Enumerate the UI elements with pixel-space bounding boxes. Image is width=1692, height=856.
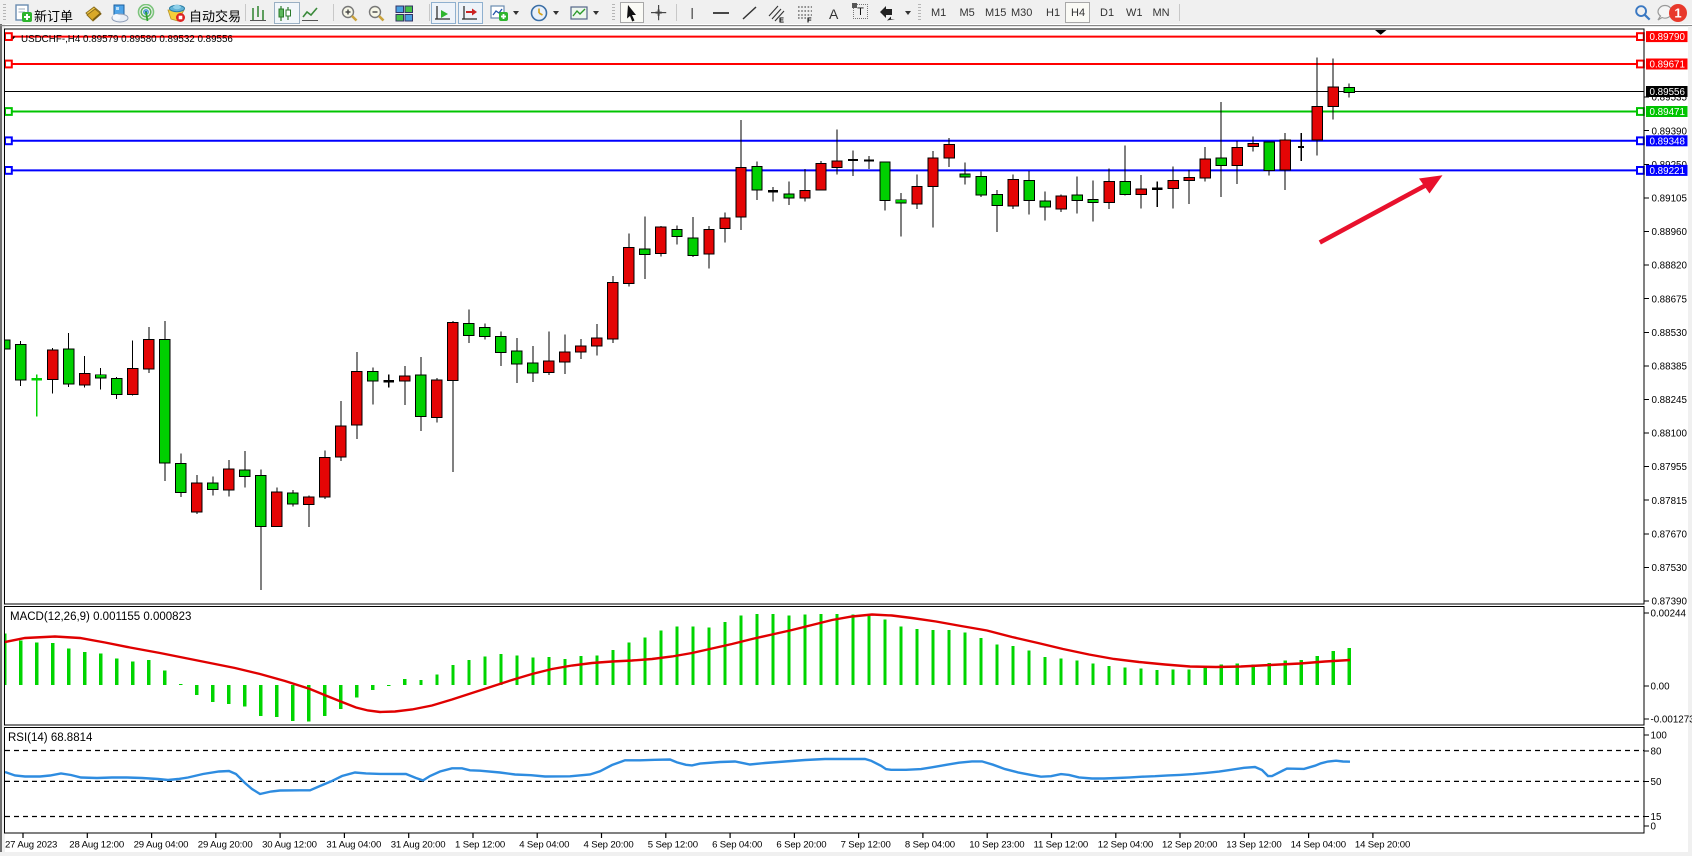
svg-text:80: 80 [1651,747,1662,758]
svg-text:0.87390: 0.87390 [1652,597,1688,608]
svg-text:4 Sep 20:00: 4 Sep 20:00 [584,840,634,851]
svg-text:31 Aug 20:00: 31 Aug 20:00 [391,840,446,851]
svg-text:0.89221: 0.89221 [1650,166,1685,177]
svg-text:29 Aug 04:00: 29 Aug 04:00 [134,840,189,851]
svg-text:0.00: 0.00 [1651,682,1671,693]
svg-text:14 Sep 20:00: 14 Sep 20:00 [1355,840,1410,851]
svg-text:0.89471: 0.89471 [1650,107,1685,118]
svg-text:0.88530: 0.88530 [1652,328,1688,339]
svg-text:MACD(12,26,9) 0.001155 0.00082: MACD(12,26,9) 0.001155 0.000823 [10,611,191,623]
svg-text:0.87955: 0.87955 [1652,462,1688,473]
svg-text:USDCHF-,H4 0.89579 0.89580 0.: USDCHF-,H4 0.89579 0.89580 0.89532 0.895… [21,34,233,45]
svg-text:0.87670: 0.87670 [1652,529,1688,540]
svg-text:0.89556: 0.89556 [1650,87,1686,98]
svg-text:28 Aug 12:00: 28 Aug 12:00 [69,840,124,851]
svg-text:13 Sep 12:00: 13 Sep 12:00 [1226,840,1281,851]
svg-text:4 Sep 04:00: 4 Sep 04:00 [519,840,569,851]
svg-text:6 Sep 20:00: 6 Sep 20:00 [776,840,826,851]
svg-text:12 Sep 20:00: 12 Sep 20:00 [1162,840,1217,851]
svg-text:-0.001273: -0.001273 [1651,715,1692,726]
svg-text:0: 0 [1651,822,1657,833]
svg-text:100: 100 [1651,731,1668,742]
svg-text:29 Aug 20:00: 29 Aug 20:00 [198,840,253,851]
svg-text:0.87530: 0.87530 [1652,563,1688,574]
svg-text:0.89348: 0.89348 [1650,136,1686,147]
svg-text:0.00244: 0.00244 [1651,609,1687,620]
svg-text:RSI(14) 68.8814: RSI(14) 68.8814 [8,732,93,744]
svg-text:F: F [807,16,812,24]
svg-text:6 Sep 04:00: 6 Sep 04:00 [712,840,762,851]
svg-text:10 Sep 23:00: 10 Sep 23:00 [969,840,1024,851]
svg-text:0.88245: 0.88245 [1652,395,1688,406]
svg-text:11 Sep 12:00: 11 Sep 12:00 [1034,840,1089,851]
svg-text:50: 50 [1651,777,1662,788]
svg-text:31 Aug 04:00: 31 Aug 04:00 [326,840,381,851]
svg-text:0.89790: 0.89790 [1650,32,1686,43]
svg-text:0.88100: 0.88100 [1652,429,1688,440]
svg-text:0.88820: 0.88820 [1652,261,1688,272]
svg-text:27 Aug 2023: 27 Aug 2023 [5,840,57,851]
svg-text:15: 15 [1651,812,1662,823]
svg-text:0.88385: 0.88385 [1652,361,1688,372]
svg-text:0.88960: 0.88960 [1652,227,1688,238]
svg-text:E: E [779,16,784,24]
svg-text:14 Sep 04:00: 14 Sep 04:00 [1291,840,1346,851]
svg-text:12 Sep 04:00: 12 Sep 04:00 [1098,840,1153,851]
svg-text:0.89105: 0.89105 [1652,194,1688,205]
svg-text:0.87815: 0.87815 [1652,496,1688,507]
svg-text:1 Sep 12:00: 1 Sep 12:00 [455,840,505,851]
svg-text:1: 1 [1674,6,1681,21]
svg-text:0.89535: 0.89535 [1652,93,1688,104]
svg-text:7 Sep 12:00: 7 Sep 12:00 [841,840,891,851]
svg-text:8 Sep 04:00: 8 Sep 04:00 [905,840,955,851]
svg-text:5 Sep 12:00: 5 Sep 12:00 [648,840,698,851]
svg-text:0.88675: 0.88675 [1652,294,1688,305]
svg-text:0.89671: 0.89671 [1650,60,1685,71]
svg-text:0.89390: 0.89390 [1652,126,1688,137]
svg-text:30 Aug 12:00: 30 Aug 12:00 [262,840,317,851]
